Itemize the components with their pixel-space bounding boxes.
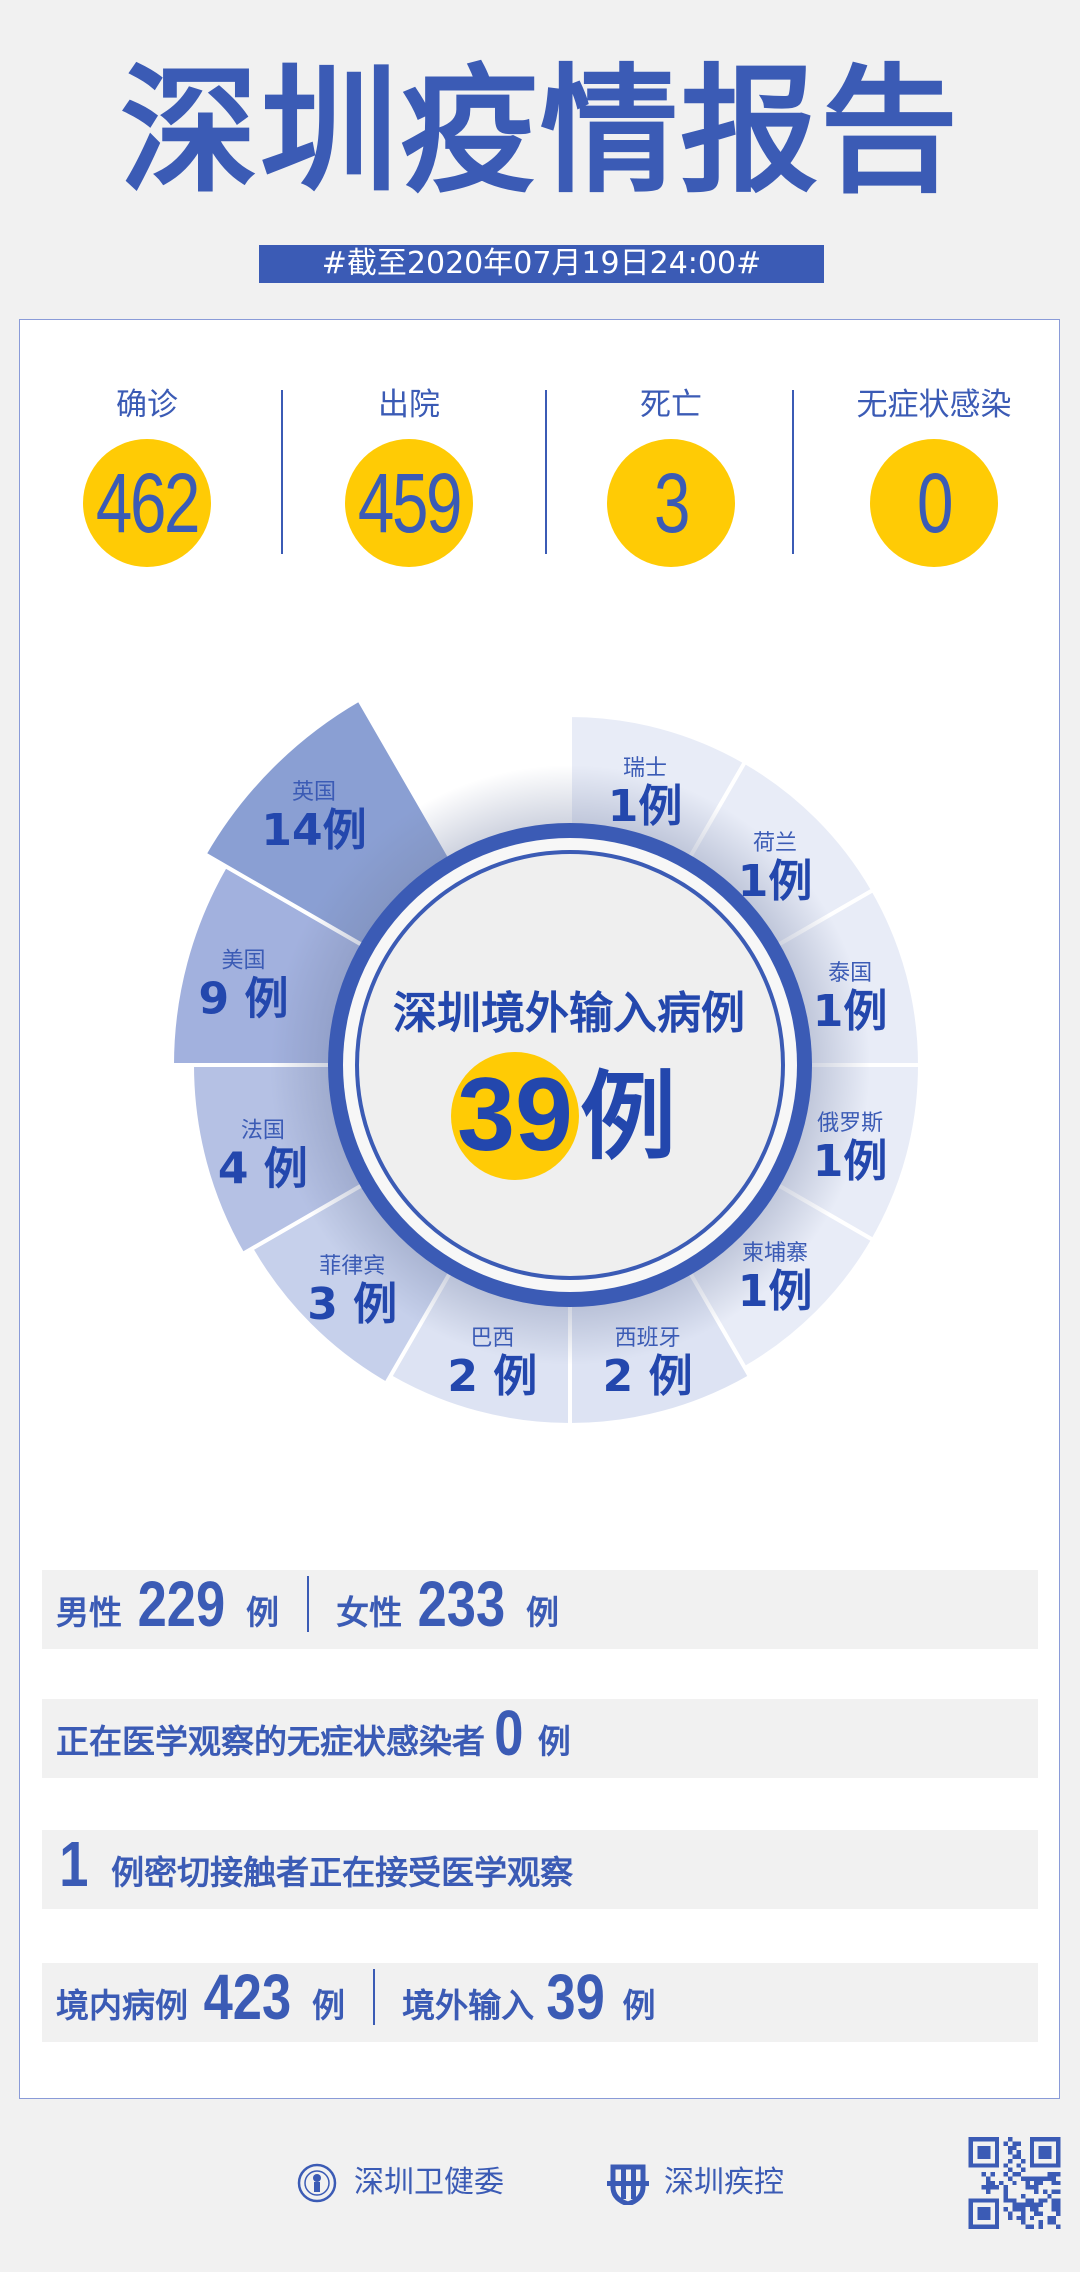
- asymptomatic-unit: 例: [537, 1722, 571, 1761]
- page-title: 深圳疫情报告: [119, 51, 960, 212]
- org2-name: 深圳疾控: [664, 2165, 784, 2200]
- cdc-logo-icon: [607, 2164, 649, 2205]
- center-value: 39: [457, 1057, 573, 1173]
- contacts-row: 1 例密切接触者正在接受医学观察: [42, 1828, 1038, 1909]
- divider: [372, 1969, 375, 2025]
- stat-value-asymptomatic: 0: [916, 456, 953, 550]
- sector-country-label: 菲律宾: [319, 1254, 385, 1279]
- imported-value: 39: [546, 1961, 605, 2033]
- stat-value-confirmed: 462: [95, 456, 201, 550]
- sector-count-label: 1例: [738, 1266, 813, 1317]
- asymptomatic-label: 正在医学观察的无症状感染者: [56, 1722, 485, 1761]
- sector-country-label: 俄罗斯: [817, 1111, 883, 1136]
- sector-country-label: 英国: [292, 780, 336, 805]
- qr-code-icon[interactable]: [968, 2137, 1061, 2229]
- sector-country-label: 柬埔寨: [742, 1241, 808, 1266]
- stat-label-deaths: 死亡: [640, 387, 702, 423]
- sector-country-label: 美国: [222, 949, 266, 974]
- local-value: 423: [203, 1961, 291, 2033]
- stat-value-discharged: 459: [357, 456, 463, 550]
- divider: [306, 1576, 309, 1632]
- male-value: 229: [137, 1568, 225, 1640]
- male-label: 男性: [56, 1593, 122, 1632]
- center-unit: 例: [580, 1061, 676, 1173]
- stat-label-discharged: 出院: [378, 387, 440, 423]
- stat-value-deaths: 3: [653, 456, 690, 550]
- center-disc: [355, 850, 785, 1280]
- sector-count-label: 14例: [261, 805, 366, 856]
- sector-count-label: 4 例: [218, 1143, 308, 1194]
- origin-row: 境内病例 423 例 境外输入 39 例: [42, 1961, 1038, 2042]
- female-value: 233: [417, 1568, 505, 1640]
- sector-country-label: 泰国: [828, 961, 872, 986]
- health-commission-logo-icon: [297, 2163, 337, 2203]
- sector-count-label: 9 例: [199, 974, 289, 1025]
- stat-label-asymptomatic: 无症状感染: [856, 387, 1012, 423]
- stat-label-confirmed: 确诊: [116, 387, 178, 423]
- stat-circle-deaths: [607, 439, 735, 567]
- contacts-value: 1: [59, 1828, 89, 1900]
- asymptomatic-row: 正在医学观察的无症状感染者 0 例: [42, 1697, 1038, 1778]
- asymptomatic-value: 0: [493, 1697, 523, 1769]
- imported-label: 境外输入: [402, 1986, 535, 2025]
- sector-count-label: 3 例: [307, 1279, 397, 1330]
- imported-cases-chart: 深圳境外输入病例 39 例 瑞士1例荷兰1例泰国1例俄罗斯1例柬埔寨1例西班牙2…: [172, 699, 920, 1425]
- sector-country-label: 巴西: [470, 1326, 514, 1351]
- male-unit: 例: [245, 1593, 279, 1632]
- divider: [281, 390, 283, 554]
- sector-count-label: 1例: [813, 1136, 888, 1187]
- sector-country-label: 西班牙: [615, 1326, 681, 1351]
- contacts-label: 例密切接触者正在接受医学观察: [111, 1853, 574, 1892]
- center-yellow-circle: [451, 1052, 579, 1180]
- sector-count-label: 1例: [738, 856, 813, 907]
- stat-circle-confirmed: [83, 439, 211, 567]
- stat-circle-asymptomatic: [870, 439, 998, 567]
- center-title: 深圳境外输入病例: [393, 988, 745, 1039]
- local-unit: 例: [311, 1986, 345, 2025]
- sector-count-label: 2 例: [447, 1351, 537, 1402]
- female-unit: 例: [526, 1593, 560, 1632]
- sector-country-label: 法国: [241, 1118, 285, 1143]
- sector-country-label: 瑞士: [623, 756, 667, 781]
- sector-count-label: 1例: [813, 986, 888, 1037]
- divider: [792, 390, 794, 554]
- local-label: 境内病例: [56, 1986, 188, 2025]
- org1-name: 深圳卫健委: [354, 2165, 504, 2200]
- gender-row: 男性 229 例 女性 233 例: [42, 1568, 1038, 1649]
- divider: [545, 390, 547, 554]
- sector-country-label: 荷兰: [753, 831, 797, 856]
- sector-count-label: 2 例: [603, 1351, 693, 1402]
- imported-unit: 例: [622, 1986, 656, 2025]
- date-banner: #截至2020年07月19日24:00#: [259, 245, 824, 283]
- stat-circle-discharged: [345, 439, 473, 567]
- sector-count-label: 1例: [608, 781, 683, 832]
- female-label: 女性: [336, 1593, 403, 1632]
